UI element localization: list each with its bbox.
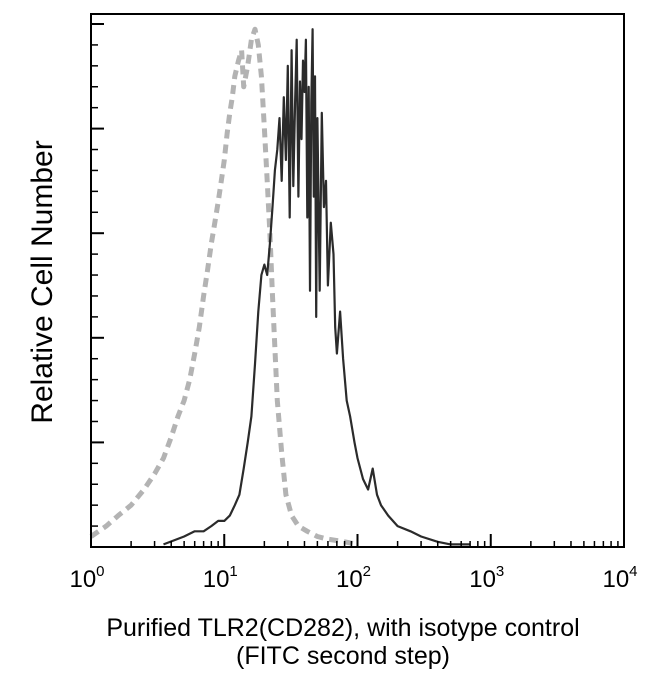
x-axis-label-line-2: (FITC second step) — [236, 642, 450, 670]
ticks-layer: 100 101 102 103 104 — [69, 23, 638, 593]
x-tick-label: 101 — [203, 563, 238, 593]
series-line-tlr2 — [163, 28, 471, 546]
x-axis-label-line-1: Purified TLR2(CD282), with isotype contr… — [106, 614, 579, 642]
x-tick-label: 104 — [602, 563, 637, 593]
series-layer — [89, 26, 471, 547]
x-tick-label: 102 — [336, 563, 371, 593]
plot-frame — [90, 13, 625, 548]
x-tick-label: 100 — [69, 563, 104, 593]
x-tick-label: 103 — [469, 563, 504, 593]
y-axis-label: Relative Cell Number — [26, 140, 59, 423]
series-line-isotype-control — [89, 26, 358, 547]
